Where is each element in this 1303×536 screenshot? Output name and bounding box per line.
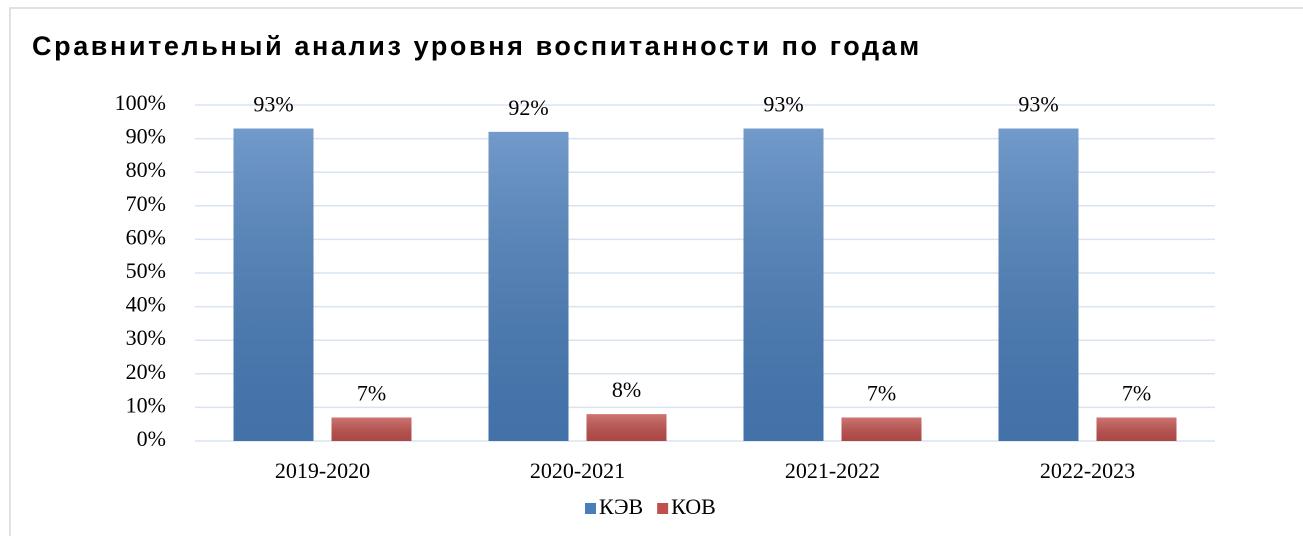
data-label: 8% — [612, 377, 641, 402]
y-tick-label: 30% — [126, 325, 166, 350]
x-tick-label: 2022-2023 — [1040, 458, 1135, 483]
x-tick-label: 2020-2021 — [530, 458, 625, 483]
y-tick-label: 100% — [115, 90, 166, 115]
data-label: 7% — [867, 381, 896, 406]
data-label: 7% — [1122, 381, 1151, 406]
bar-shade — [998, 128, 1079, 441]
y-tick-label: 90% — [126, 124, 166, 149]
chart-title: Сравнительный анализ уровня воспитанност… — [32, 31, 922, 61]
bar-shade — [743, 128, 824, 441]
data-label: 7% — [357, 381, 386, 406]
bar-shade — [1096, 417, 1177, 441]
y-tick-label: 40% — [126, 292, 166, 317]
legend-label: КЭВ — [599, 494, 643, 519]
y-tick-label: 20% — [126, 359, 166, 384]
y-tick-label: 10% — [126, 392, 166, 417]
legend-swatch — [657, 503, 669, 514]
chart-border — [9, 7, 1303, 536]
bar-shade — [233, 128, 314, 441]
y-tick-label: 80% — [126, 157, 166, 182]
bar-shade — [488, 131, 569, 441]
bar-shade — [841, 417, 922, 441]
y-tick-label: 50% — [126, 258, 166, 283]
y-tick-label: 70% — [126, 191, 166, 216]
x-tick-label: 2021-2022 — [785, 458, 880, 483]
data-label: 92% — [508, 95, 548, 120]
bar-shade — [331, 417, 412, 441]
y-tick-label: 60% — [126, 224, 166, 249]
bar-shade — [586, 414, 667, 441]
legend-label: КОВ — [671, 494, 716, 519]
y-tick-label: 0% — [137, 426, 166, 451]
data-label: 93% — [763, 92, 803, 117]
data-label: 93% — [253, 92, 293, 117]
x-tick-label: 2019-2020 — [275, 458, 370, 483]
data-label: 93% — [1018, 92, 1058, 117]
legend-swatch — [585, 503, 596, 514]
